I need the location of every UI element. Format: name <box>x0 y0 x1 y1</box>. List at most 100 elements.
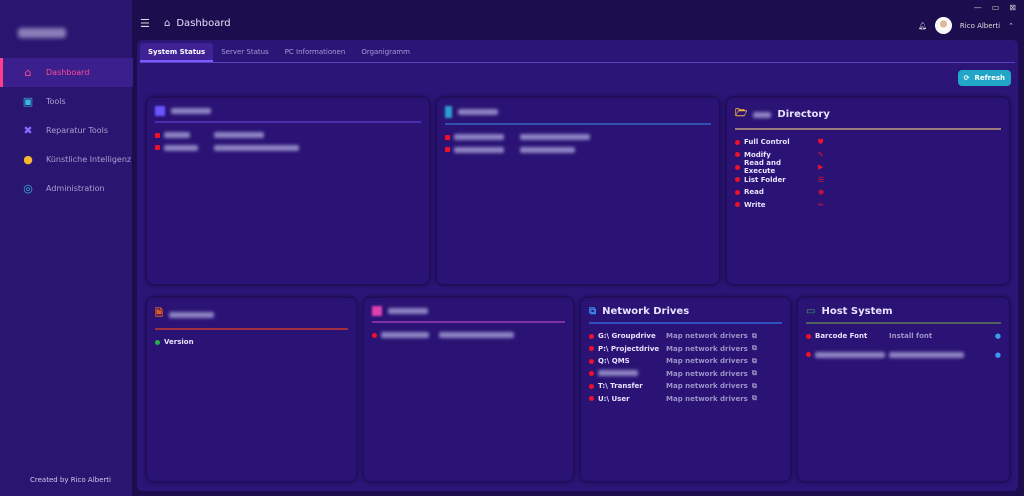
sidebar-item-label: Reparatur Tools <box>46 126 109 135</box>
drive-row: P:\ Projectdrive Map network drivers ⧉ <box>589 343 782 356</box>
chevron-up-icon[interactable]: ⌃ <box>1008 21 1014 30</box>
avatar[interactable] <box>934 17 952 34</box>
refresh-label: Refresh <box>974 74 1005 82</box>
wrench-icon: ✖ <box>23 124 33 137</box>
home-icon: ⌂ <box>164 18 171 29</box>
info-icon[interactable]: ● <box>994 332 1001 341</box>
drive-label: T:\ Transfer <box>598 382 643 391</box>
status-dot <box>735 152 740 158</box>
sidebar-item-tools[interactable]: ▣ Tools <box>0 87 133 116</box>
status-dot <box>589 346 594 352</box>
network-icon: ⧉ <box>589 306 597 317</box>
refresh-icon: ⟳ <box>963 74 970 82</box>
install-font-link[interactable]: Install font <box>889 332 933 341</box>
drive-row: Q:\ QMS Map network drivers ⧉ <box>589 355 782 368</box>
sidebar-item-label: Administration <box>46 184 105 193</box>
card-icon <box>445 106 452 118</box>
card-title: Host System <box>821 306 893 317</box>
card-office: 🗎︎ Version <box>146 297 357 482</box>
status-dot <box>735 189 740 195</box>
permission-icon: ✎ <box>818 150 824 159</box>
app-logo <box>18 28 66 38</box>
drive-label: U:\ User <box>598 394 630 403</box>
close-icon[interactable]: ⊠ <box>1009 3 1016 12</box>
copy-icon[interactable]: ⧉ <box>751 331 757 340</box>
tab-system-status[interactable]: System Status <box>140 43 214 62</box>
permission-icon: ✏ <box>818 200 824 209</box>
status-dot <box>735 164 740 170</box>
permission-row: Full Control ⛊ <box>735 136 1001 149</box>
permission-label: Modify <box>744 150 771 159</box>
permission-label: Write <box>744 200 766 209</box>
tab-pc-informationen[interactable]: PC Informationen <box>284 48 346 56</box>
map-drive-link[interactable]: Map network drivers <box>666 382 748 391</box>
copy-icon[interactable]: ⧉ <box>751 356 757 365</box>
tab-organigramm[interactable]: Organigramm <box>361 48 410 56</box>
folder-open-icon: 🗁︎ <box>735 108 748 119</box>
card-host-system: ▭ Host System Barcode Font Install font ● ● <box>797 297 1010 482</box>
monitor-icon: ▭ <box>806 306 816 317</box>
info-icon[interactable]: ● <box>994 350 1001 359</box>
card-network-drives: ⧉ Network Drives G:\ Groupdrive Map networ… <box>580 297 791 482</box>
sidebar-item-label: Tools <box>46 97 66 106</box>
status-dot <box>735 177 740 183</box>
bell-icon[interactable]: 🔔︎ <box>918 21 927 30</box>
drive-label: P:\ Projectdrive <box>598 344 660 353</box>
brain-icon: ● <box>23 153 33 166</box>
permission-row: Read ◉ <box>735 186 1001 199</box>
permission-label: Full Control <box>744 138 790 147</box>
sidebar-item-reparatur-tools[interactable]: ✖ Reparatur Tools <box>0 116 133 145</box>
sidebar: ⌂ Dashboard ▣ Tools ✖ Reparatur Tools ● Küns… <box>0 0 133 496</box>
permission-row: Modify ✎ <box>735 149 1001 162</box>
permission-row: Write ✏ <box>735 199 1001 212</box>
card-title: Directory <box>777 109 830 120</box>
status-dot <box>589 396 594 402</box>
map-drive-link[interactable]: Map network drivers <box>666 369 748 378</box>
status-dot <box>735 202 740 208</box>
map-drive-link[interactable]: Map network drivers <box>666 394 748 403</box>
host-row-label: Barcode Font <box>815 332 868 341</box>
copy-icon[interactable]: ⧉ <box>751 381 757 390</box>
map-drive-link[interactable]: Map network drivers <box>666 344 748 353</box>
user-name[interactable]: Rico Alberti <box>959 21 1001 30</box>
drive-row: G:\ Groupdrive Map network drivers ⧉ <box>589 330 782 343</box>
card-icon <box>372 306 382 316</box>
version-label: Version <box>164 338 194 347</box>
card-blurred-1 <box>146 97 430 285</box>
copy-icon[interactable]: ⧉ <box>751 369 757 378</box>
credit-text: Created by Rico Alberti <box>30 476 111 484</box>
status-dot <box>589 358 594 364</box>
status-dot <box>589 383 594 389</box>
hamburger-menu-icon[interactable]: ☰ <box>140 17 150 30</box>
refresh-button[interactable]: ⟳ Refresh <box>957 70 1011 86</box>
permission-label: Read and Execute <box>744 159 782 176</box>
permission-icon: ⛊ <box>818 137 824 146</box>
drive-label-blurred <box>598 369 662 378</box>
permission-icon: ☰ <box>818 175 825 184</box>
maximize-icon[interactable]: ▭ <box>991 3 1000 12</box>
permission-row: Read and Execute ▶ <box>735 159 1001 176</box>
minimize-icon[interactable]: — <box>973 3 982 12</box>
sidebar-item-ki[interactable]: ● Künstliche Intelligenz <box>0 145 133 174</box>
sidebar-item-administration[interactable]: ◎ Administration <box>0 174 133 203</box>
card-blurred-2 <box>436 97 720 285</box>
drive-label: Q:\ QMS <box>598 357 630 366</box>
sidebar-item-dashboard[interactable]: ⌂ Dashboard <box>0 58 133 87</box>
sidebar-item-label: Dashboard <box>46 68 90 77</box>
map-drive-link[interactable]: Map network drivers <box>666 357 748 366</box>
drive-row: T:\ Transfer Map network drivers ⧉ <box>589 380 782 393</box>
map-drive-link[interactable]: Map network drivers <box>666 332 748 341</box>
card-blurred-3 <box>363 297 574 482</box>
tab-server-status[interactable]: Server Status <box>221 48 269 56</box>
sidebar-item-label: Künstliche Intelligenz <box>46 155 132 164</box>
drive-row: U:\ User Map network drivers ⧉ <box>589 393 782 406</box>
permission-icon: ▶ <box>818 163 824 172</box>
topbar: ☰ ⌂ Dashboard — ▭ ⊠ 🔔︎ Rico Alberti ⌃ <box>134 0 1024 40</box>
status-dot <box>735 139 740 145</box>
copy-icon[interactable]: ⧉ <box>751 344 757 353</box>
toolbox-icon: ▣ <box>22 95 34 108</box>
permission-label: List Folder <box>744 175 786 184</box>
drive-row: Map network drivers ⧉ <box>589 368 782 381</box>
copy-icon[interactable]: ⧉ <box>751 394 757 403</box>
admin-icon: ◎ <box>23 182 33 195</box>
